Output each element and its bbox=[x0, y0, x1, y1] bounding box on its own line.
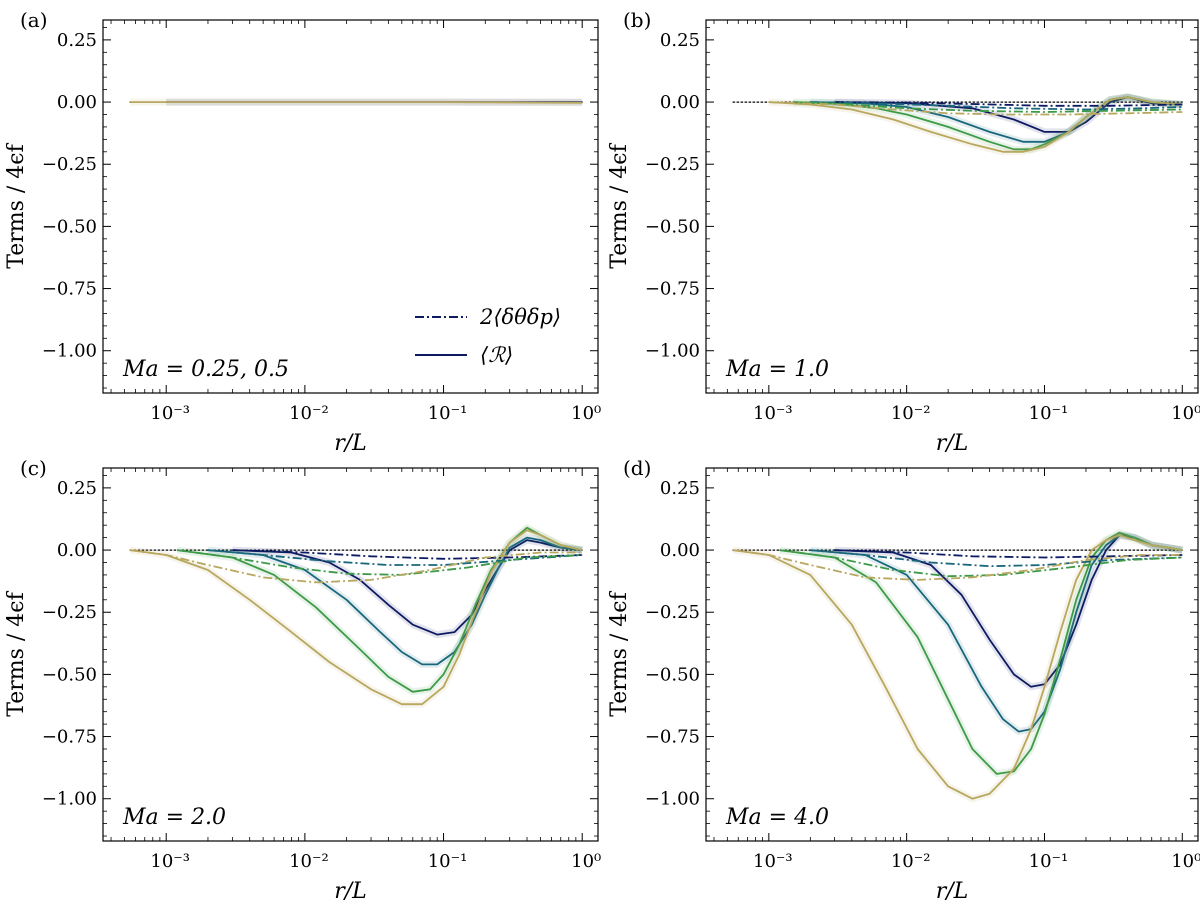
y-tick-label: −1.00 bbox=[42, 789, 97, 810]
y-tick-label: −0.50 bbox=[645, 216, 700, 237]
series-line-dashdot-5 bbox=[834, 549, 1183, 559]
y-axis-label: Terms / 4ϵf bbox=[607, 590, 632, 716]
x-tick-label: 10⁻² bbox=[289, 403, 329, 424]
legend-label-0: 2⟨δθδp⟩ bbox=[479, 305, 561, 329]
series-group bbox=[732, 93, 1183, 156]
y-tick-label: 0.25 bbox=[660, 30, 700, 51]
y-tick-label: −0.50 bbox=[42, 216, 97, 237]
x-axis-label: r/L bbox=[334, 879, 367, 904]
panel-label: (b) bbox=[623, 8, 651, 32]
y-tick-label: −0.75 bbox=[645, 727, 700, 748]
series-group bbox=[129, 524, 583, 708]
series-line-solid-4 bbox=[732, 534, 1183, 800]
x-tick-label: 10⁰ bbox=[1171, 851, 1200, 872]
legend: 2⟨δθδp⟩ ⟨ℛ⟩ bbox=[415, 305, 561, 367]
series-line-dashdot-6 bbox=[810, 549, 1183, 568]
x-tick-label: 10⁰ bbox=[571, 403, 601, 424]
y-tick-label: 0.00 bbox=[660, 92, 700, 113]
y-tick-label: 0.00 bbox=[57, 540, 97, 561]
series-line-solid-2 bbox=[130, 101, 583, 104]
y-tick-label: −1.00 bbox=[42, 341, 97, 362]
y-axis-label: Terms / 4ϵf bbox=[4, 142, 29, 268]
series-line-solid-3 bbox=[177, 526, 583, 693]
y-tick-label: −0.25 bbox=[42, 602, 97, 623]
x-tick-label: 10⁻³ bbox=[150, 851, 190, 872]
x-tick-label: 10⁻³ bbox=[753, 851, 793, 872]
y-tick-label: −0.50 bbox=[42, 664, 97, 685]
axes-frame bbox=[705, 467, 1199, 842]
x-tick-label: 10⁻² bbox=[891, 403, 931, 424]
legend-label-1: ⟨ℛ⟩ bbox=[480, 343, 513, 367]
x-tick-label: 10⁻³ bbox=[753, 403, 793, 424]
mach-annotation: Ma = 4.0 bbox=[725, 805, 829, 830]
series-band-3 bbox=[779, 529, 1183, 778]
x-tick-label: 10⁰ bbox=[1171, 403, 1200, 424]
axes-frame bbox=[705, 19, 1199, 394]
y-axis-label: Terms / 4ϵf bbox=[4, 590, 29, 716]
panel-label: (a) bbox=[20, 8, 48, 32]
panel-d: 10⁻³ 10⁻² 10⁻¹ 10⁰ 0.25 0.00 −0.25 −0.50 −0.75 −1… bbox=[607, 456, 1200, 904]
x-tick-label: 10⁻¹ bbox=[428, 851, 468, 872]
mach-annotation: Ma = 2.0 bbox=[122, 805, 226, 830]
series-line-dashdot-5 bbox=[834, 101, 1183, 107]
y-axis-label: Terms / 4ϵf bbox=[607, 142, 632, 268]
x-tick-label: 10⁰ bbox=[571, 851, 601, 872]
panel-label: (d) bbox=[623, 456, 651, 480]
series-line-dashdot-8 bbox=[130, 549, 583, 584]
x-tick-label: 10⁻² bbox=[891, 851, 931, 872]
series-line-dashdot-6 bbox=[810, 101, 1183, 111]
mach-annotation: Ma = 1.0 bbox=[725, 357, 829, 382]
series-group bbox=[129, 98, 583, 107]
y-tick-label: −0.75 bbox=[42, 279, 97, 300]
y-tick-label: −0.75 bbox=[42, 727, 97, 748]
series-line-solid-3 bbox=[779, 531, 1183, 775]
x-axis-label: r/L bbox=[334, 431, 367, 456]
series-line-solid-4 bbox=[768, 96, 1183, 153]
y-tick-label: −1.00 bbox=[645, 341, 700, 362]
y-tick-label: −0.25 bbox=[645, 602, 700, 623]
y-tick-label: 0.25 bbox=[57, 478, 97, 499]
series-line-dashdot-7 bbox=[793, 101, 1183, 113]
y-tick-label: −1.00 bbox=[645, 789, 700, 810]
series-line-dashdot-7 bbox=[177, 549, 583, 576]
axes-frame bbox=[102, 19, 599, 394]
y-tick-label: 0.00 bbox=[660, 540, 700, 561]
series-line-dashdot-8 bbox=[768, 101, 1183, 116]
series-line-solid-4 bbox=[130, 529, 583, 706]
panel-a: 10⁻³ 10⁻² 10⁻¹ 10⁰ 0.25 0.00 −0.25 −0.50 −0.75 −1… bbox=[4, 8, 601, 456]
y-tick-label: −0.25 bbox=[645, 154, 700, 175]
x-tick-label: 10⁻³ bbox=[150, 403, 190, 424]
series-line-dashdot-5 bbox=[232, 549, 583, 560]
x-axis-label: r/L bbox=[936, 431, 969, 456]
axes-frame bbox=[102, 467, 599, 842]
y-tick-label: −0.25 bbox=[42, 154, 97, 175]
mach-annotation: Ma = 0.25, 0.5 bbox=[122, 357, 289, 382]
series-group bbox=[732, 529, 1183, 803]
x-tick-label: 10⁻² bbox=[289, 851, 329, 872]
series-line-dashdot-8 bbox=[732, 549, 1183, 581]
panel-b: 10⁻³ 10⁻² 10⁻¹ 10⁰ 0.25 0.00 −0.25 −0.50 −0.75 −1… bbox=[607, 8, 1200, 456]
series-line-solid-1 bbox=[232, 539, 583, 636]
y-tick-label: 0.25 bbox=[660, 478, 700, 499]
x-tick-label: 10⁻¹ bbox=[1029, 403, 1069, 424]
y-tick-label: 0.00 bbox=[57, 92, 97, 113]
series-line-dashdot-7 bbox=[779, 549, 1183, 578]
panel-label: (c) bbox=[20, 456, 47, 480]
y-tick-label: −0.50 bbox=[645, 664, 700, 685]
panel-c: 10⁻³ 10⁻² 10⁻¹ 10⁰ 0.25 0.00 −0.25 −0.50 −0.75 −1… bbox=[4, 456, 601, 904]
x-tick-label: 10⁻¹ bbox=[1029, 851, 1069, 872]
y-tick-label: 0.25 bbox=[57, 30, 97, 51]
x-axis-label: r/L bbox=[936, 879, 969, 904]
y-tick-label: −0.75 bbox=[645, 279, 700, 300]
x-tick-label: 10⁻¹ bbox=[428, 403, 468, 424]
series-band-4 bbox=[732, 531, 1183, 803]
